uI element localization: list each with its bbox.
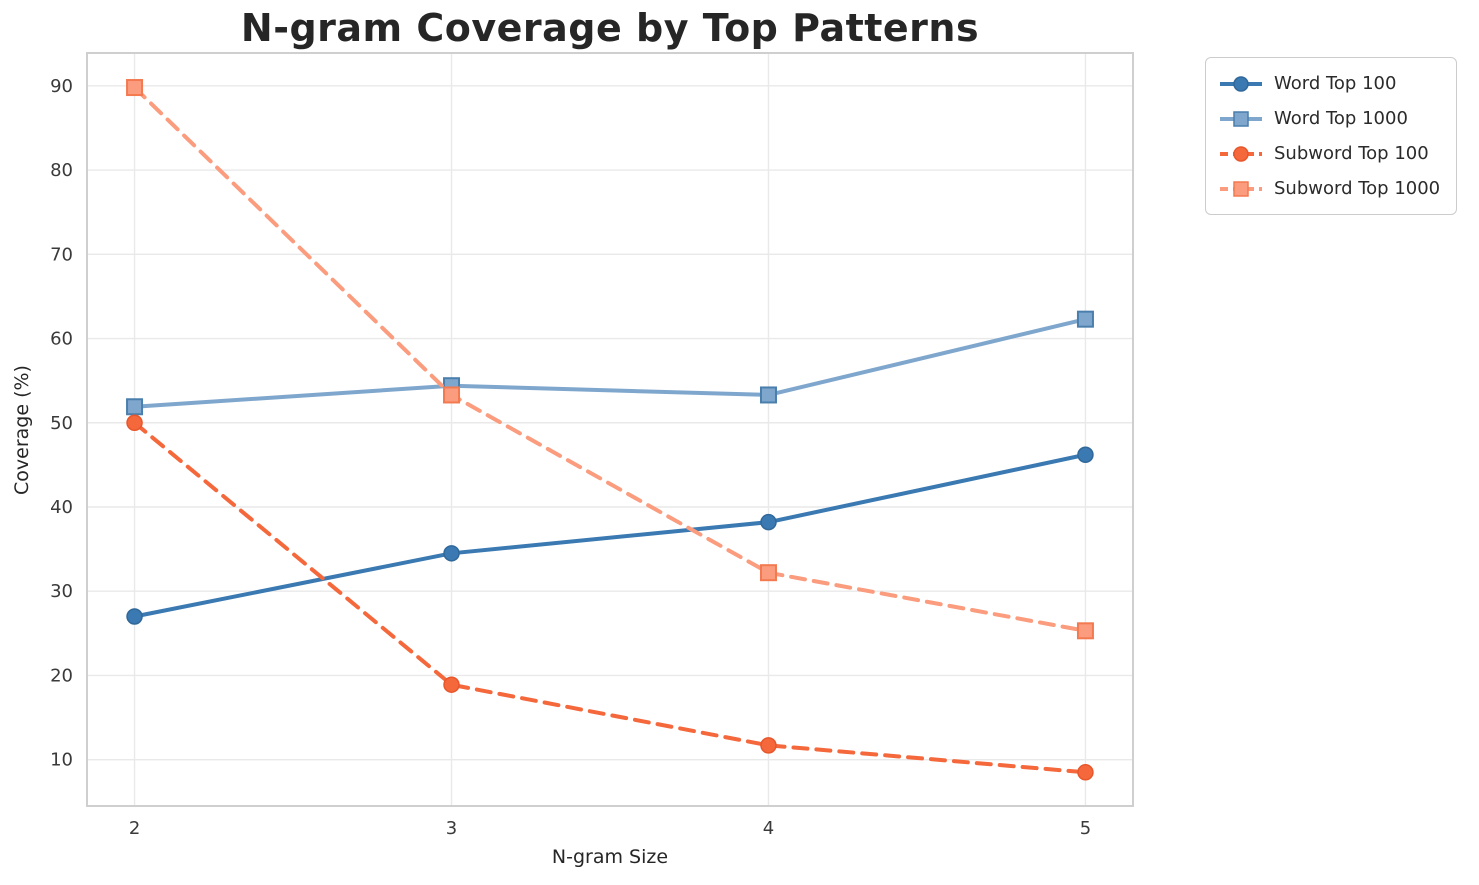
y-tick-label: 70: [50, 244, 73, 265]
legend-square-marker-icon: [1220, 110, 1262, 127]
data-point-marker: [126, 79, 144, 97]
x-tick-label: 4: [763, 818, 774, 839]
data-point-marker: [759, 386, 777, 404]
data-point-marker: [126, 608, 143, 625]
legend-item: Word Top 100: [1218, 68, 1444, 99]
data-point-marker: [1076, 310, 1094, 328]
legend: Word Top 100 Word Top 1000 Subword Top 100…: [1205, 57, 1457, 215]
legend-item: Subword Top 1000: [1218, 173, 1444, 204]
legend-label: Word Top 1000: [1274, 108, 1408, 129]
legend-item: Word Top 1000: [1218, 103, 1444, 134]
data-point-marker: [443, 676, 460, 693]
data-point-marker: [443, 545, 460, 562]
series-line-subword-top-100: [132, 420, 1088, 775]
data-point-marker: [1076, 622, 1094, 640]
data-point-marker: [760, 737, 777, 754]
legend-circle-marker-icon: [1220, 75, 1262, 92]
plot-border: [86, 52, 1134, 807]
legend-label: Subword Top 1000: [1274, 178, 1441, 199]
y-tick-label: 30: [50, 581, 73, 602]
data-point-marker: [1077, 764, 1094, 781]
data-point-marker: [443, 386, 461, 404]
data-point-marker: [126, 398, 144, 416]
legend-item: Subword Top 100: [1218, 138, 1444, 169]
legend-circle-marker-icon: [1220, 145, 1262, 162]
legend-label: Subword Top 100: [1274, 143, 1429, 164]
x-tick-label: 3: [446, 818, 457, 839]
y-tick-label: 40: [50, 497, 73, 518]
series-line-subword-top-1000: [132, 85, 1088, 633]
data-point-marker: [760, 513, 777, 531]
y-tick-label: 90: [50, 76, 73, 97]
x-axis-label: N-gram Size: [551, 846, 669, 868]
y-tick-label: 20: [50, 665, 73, 686]
y-axis-label: Coverage (%): [11, 365, 33, 495]
data-point-marker: [759, 564, 777, 582]
y-tick-label: 60: [50, 329, 73, 350]
data-point-marker: [1077, 446, 1094, 464]
chart-title: N-gram Coverage by Top Patterns: [240, 6, 980, 50]
x-tick-label: 5: [1080, 818, 1091, 839]
legend-square-marker-icon: [1220, 180, 1262, 197]
legend-label: Word Top 100: [1274, 73, 1397, 94]
series-line-word-top-1000: [132, 317, 1088, 409]
y-tick-label: 10: [50, 750, 73, 771]
plot-area: 10 20 30 40 50 60 70 80 90 2 3 4 5: [50, 52, 1134, 839]
y-tick-label: 50: [50, 413, 73, 434]
series-line-word-top-100: [132, 452, 1088, 619]
y-tick-label: 80: [50, 160, 73, 181]
x-tick-label: 2: [129, 818, 140, 839]
data-point-marker: [126, 414, 143, 432]
